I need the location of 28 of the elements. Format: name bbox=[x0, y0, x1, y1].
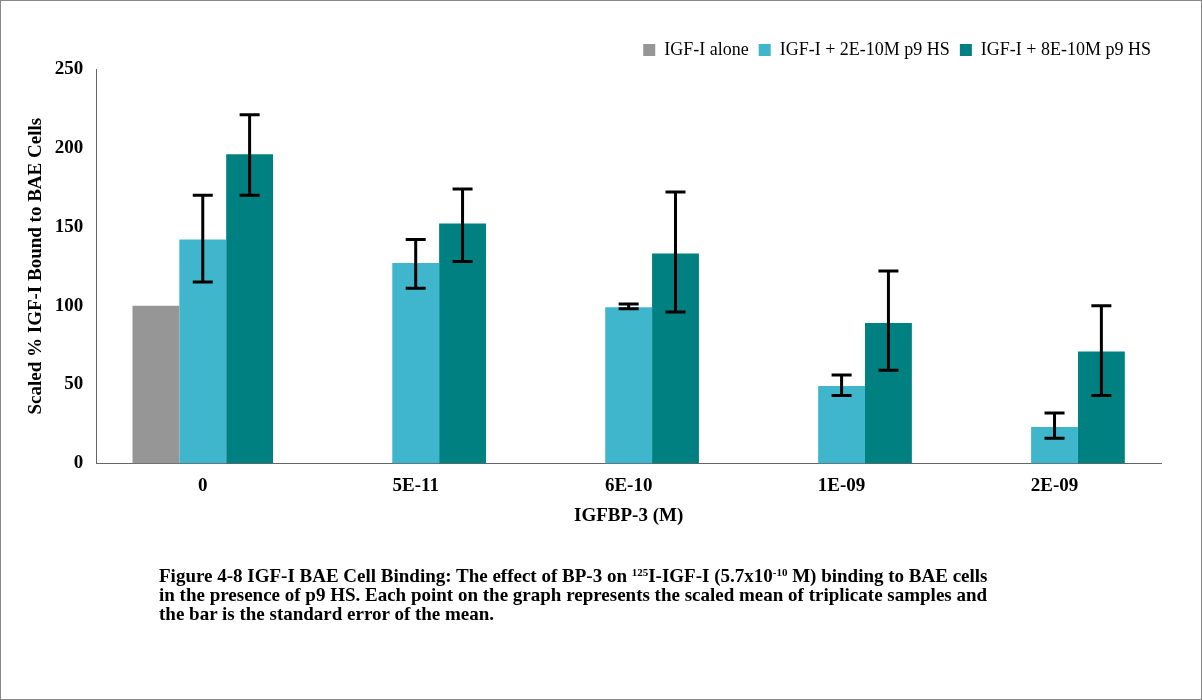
y-tick-label: 100 bbox=[54, 293, 84, 315]
caption: Figure 4-8 IGF-I BAE Cell Binding: The effect of BP-3 on $^{125}$I-IGF-I (5.7x10$^{-10}$ M) binding to BAE cells in the presence of p9 HS. Each point on the graph represents the scaled mean of triplicate samples and the bar is the standard error of the mean. bbox=[159, 565, 989, 624]
legend-label: IGF-I + 2E-10M p9 HS bbox=[779, 38, 950, 59]
bar bbox=[652, 253, 699, 464]
y-tick-label: 0 bbox=[73, 451, 84, 473]
x-tick-label: 5E-11 bbox=[392, 473, 439, 495]
y-tick-label: 200 bbox=[54, 135, 84, 157]
y-tick-label: 250 bbox=[54, 56, 84, 78]
legend-label: IGF-I + 8E-10M p9 HS bbox=[980, 38, 1152, 59]
x-tick-label: 1E-09 bbox=[817, 473, 866, 495]
x-tick-label: 2E-09 bbox=[1030, 473, 1079, 495]
y-tick-label: 50 bbox=[64, 372, 84, 394]
legend-label: IGF-I alone bbox=[664, 38, 749, 59]
bar bbox=[1077, 351, 1125, 464]
bar bbox=[392, 263, 440, 464]
bar bbox=[1031, 427, 1078, 464]
bar bbox=[179, 239, 227, 464]
x-axis-title: IGFBP-3 (M) bbox=[574, 503, 684, 526]
bar bbox=[865, 322, 912, 464]
y-tick-label: 150 bbox=[54, 214, 84, 236]
y-axis-title: Scaled % IGF-I Bound to BAE Cells bbox=[24, 117, 46, 415]
bar bbox=[226, 154, 274, 464]
bar bbox=[132, 305, 180, 464]
x-tick-label: 0 bbox=[198, 473, 208, 495]
bar bbox=[818, 386, 866, 464]
bar bbox=[605, 307, 653, 464]
x-tick-label: 6E-10 bbox=[604, 473, 653, 495]
bar bbox=[439, 223, 486, 464]
